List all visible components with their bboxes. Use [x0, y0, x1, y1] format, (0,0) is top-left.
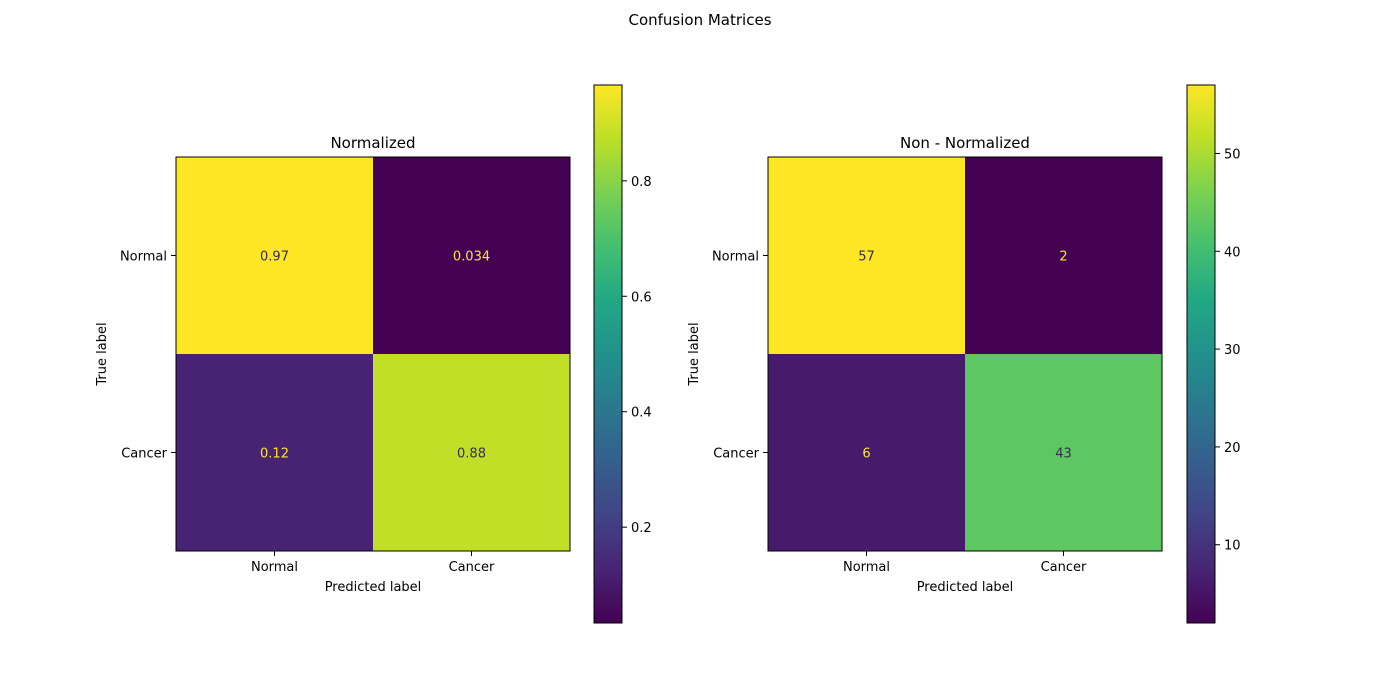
axes-frame	[175, 156, 571, 552]
heatmap-cell	[176, 157, 373, 354]
heatmap-cell	[373, 354, 570, 551]
colorbar-gradient	[593, 84, 623, 624]
y-tick-label: Normal	[712, 250, 759, 265]
heatmap-cell	[176, 354, 373, 551]
cell-value-label: 0.12	[260, 447, 289, 462]
colorbar-tick-label: 0.2	[631, 521, 652, 536]
cell-value-label: 2	[1059, 250, 1067, 265]
colorbar-tick-label: 50	[1224, 147, 1241, 162]
x-axis-label: Predicted label	[917, 580, 1014, 595]
x-axis-label: Predicted label	[325, 580, 422, 595]
panel-title: Non - Normalized	[900, 134, 1030, 152]
cell-value-label: 6	[862, 447, 870, 462]
colorbar-gradient	[1186, 84, 1216, 624]
heatmap-cell	[768, 157, 965, 354]
heatmap-cell	[965, 354, 1162, 551]
colorbar-tick-label: 40	[1224, 245, 1241, 260]
cell-value-label: 0.88	[457, 447, 486, 462]
colorbar-tick-label: 20	[1224, 441, 1241, 456]
heatmap-cell	[768, 354, 965, 551]
colorbar: 0.2 0.4 0.6 0.8	[593, 84, 652, 624]
panel-title: Normalized	[330, 134, 415, 152]
cell-value-label: 43	[1055, 447, 1072, 462]
y-axis-label: True label	[95, 322, 110, 386]
y-tick-label: Cancer	[713, 447, 759, 462]
colorbar-tick-label: 0.6	[631, 290, 652, 305]
y-axis-label: True label	[687, 322, 702, 386]
axes-frame	[767, 156, 1163, 552]
cell-value-label: 57	[858, 250, 875, 265]
confusion-matrix-panel-1: Normalized 0.97 0.034 0.12 0.88 Normal Cancer N…	[95, 84, 652, 624]
cell-value-label: 0.034	[453, 250, 490, 265]
colorbar-tick-label: 0.4	[631, 406, 652, 421]
colorbar-tick-label: 30	[1224, 343, 1241, 358]
x-tick-label: Normal	[251, 560, 298, 575]
x-tick-label: Cancer	[449, 560, 495, 575]
confusion-matrix-panel-2: Non - Normalized 57 2 6 43 Normal Cancer Normal…	[687, 84, 1241, 624]
cell-value-label: 0.97	[260, 250, 289, 265]
heatmap-cell	[373, 157, 570, 354]
heatmap-cell	[965, 157, 1162, 354]
colorbar: 10 20 30 40 50	[1186, 84, 1241, 624]
y-tick-label: Normal	[120, 250, 167, 265]
y-tick-label: Cancer	[121, 447, 167, 462]
colorbar-tick-label: 10	[1224, 539, 1241, 554]
colorbar-tick-label: 0.8	[631, 175, 652, 190]
figure-title: Confusion Matrices	[628, 11, 771, 29]
x-tick-label: Normal	[843, 560, 890, 575]
x-tick-label: Cancer	[1041, 560, 1087, 575]
